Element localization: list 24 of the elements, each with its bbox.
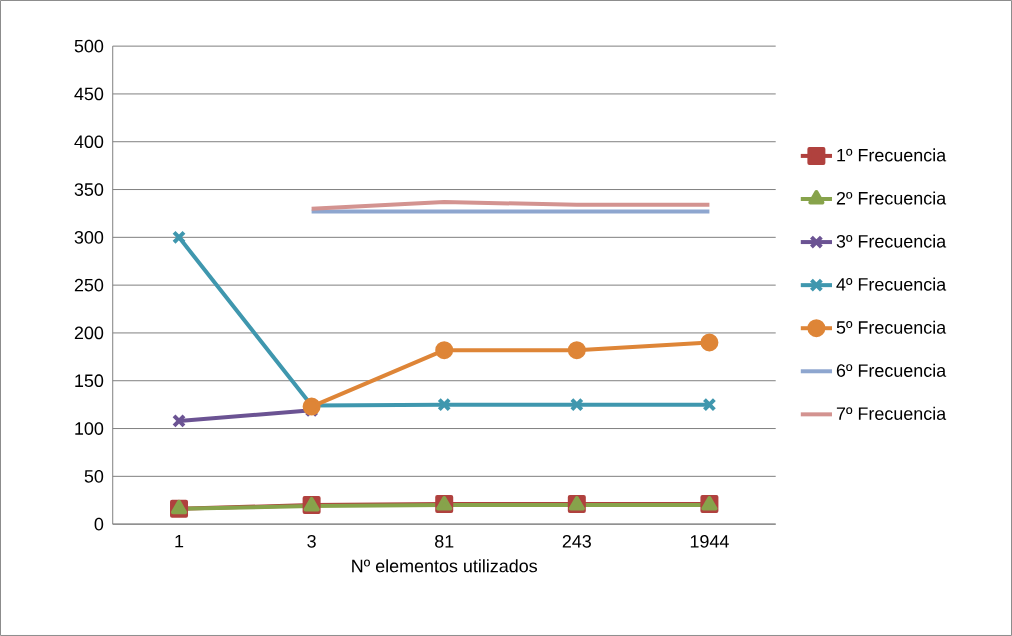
y-tick-label: 50 [84,469,104,483]
x-axis-title: Nº elementos utilizados [352,559,538,573]
x-tick-label: 243 [562,534,591,548]
legend-label: 5º Frecuencia [836,320,947,334]
legend-label: 2º Frecuencia [836,191,947,205]
legend-label: 3º Frecuencia [836,234,947,248]
legend-label: 1º Frecuencia [837,148,947,162]
y-tick-label: 300 [74,230,104,244]
y-tick-label: 450 [74,87,104,101]
legend-label: 6º Frecuencia [836,363,947,377]
y-tick-label: 100 [75,422,104,435]
x-tick-label: 1944 [690,534,729,548]
y-tick-label: 400 [74,135,104,149]
legend-label: 7º Frecuencia [836,406,947,420]
legend-label: 4º Frecuencia [836,277,947,291]
y-tick-label: 0 [94,517,104,531]
x-tick-label: 81 [435,534,454,548]
x-tick-label: 3 [307,534,316,548]
y-tick-label: 500 [74,39,104,53]
x-tick-label: 1 [175,534,184,548]
y-tick-label: 350 [74,183,104,196]
y-tick-label: 150 [75,374,104,388]
y-tick-label: 250 [74,278,104,292]
y-tick-label: 200 [74,326,104,340]
